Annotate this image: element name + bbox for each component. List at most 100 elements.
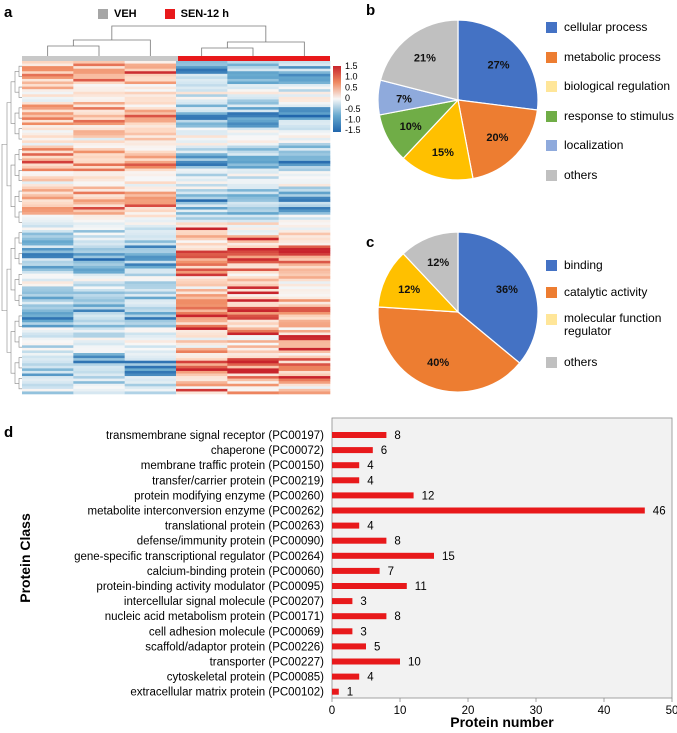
heatmap-cell: [176, 140, 228, 144]
heatmap-cell: [124, 178, 177, 182]
heatmap-cell: [22, 319, 74, 323]
bar-category-label: protein-binding activity modulator (PC00…: [96, 581, 324, 593]
heatmap-cell: [227, 376, 279, 379]
bar: [332, 537, 387, 544]
heatmap-cell: [22, 73, 74, 77]
bar-value-label: 10: [408, 657, 421, 669]
heatmap-cell: [227, 363, 279, 367]
heatmap-cell: [278, 84, 331, 87]
heatmap-cell: [73, 314, 125, 318]
heatmap-cell: [22, 186, 74, 190]
heatmap-cell: [176, 219, 228, 223]
heatmap-cell: [124, 283, 177, 287]
heatmap-cell: [73, 135, 125, 139]
heatmap-cell: [124, 186, 177, 190]
heatmap-cell: [22, 353, 74, 356]
heatmap-cell: [124, 245, 177, 249]
heatmap-cell: [278, 168, 331, 172]
heatmap-cell: [73, 153, 125, 157]
heatmap-cell: [227, 61, 279, 64]
pie-value-label: 36%: [496, 284, 518, 296]
heatmap-cell: [176, 207, 228, 210]
heatmap-figure: 1.51.00.50-0.5-1.0-1.5: [1, 25, 361, 395]
heatmap-cell: [73, 317, 125, 321]
heatmap-cell: [73, 347, 125, 351]
heatmap-cell: [73, 319, 125, 323]
heatmap-cell: [227, 191, 279, 195]
heatmap-cell: [176, 71, 228, 75]
bar-category-label: transporter (PC00227): [210, 657, 325, 669]
heatmap-cell: [73, 158, 125, 162]
heatmap-cell: [22, 260, 74, 264]
heatmap-cell: [22, 104, 74, 108]
pie-slice-metabolic-process: [457, 99, 539, 180]
heatmap-cell: [278, 140, 331, 144]
heatmap-cell: [278, 358, 331, 361]
heatmap-cell: [227, 312, 279, 315]
heatmap-cell: [73, 181, 125, 185]
dendrogram-branch: [18, 86, 22, 98]
heatmap-cell: [278, 258, 331, 262]
heatmap-cell: [124, 376, 177, 379]
heatmap-cell: [278, 227, 331, 231]
heatmap-cell: [22, 391, 74, 395]
bar-value-label: 3: [360, 626, 366, 638]
pie-legend-swatch: [546, 140, 557, 151]
heatmap-cell: [22, 242, 74, 246]
heatmap-cell: [278, 219, 331, 223]
heatmap-cell: [278, 153, 331, 157]
heatmap-cell: [176, 232, 228, 236]
heatmap-cell: [278, 212, 331, 215]
heatmap-cell: [176, 222, 228, 226]
heatmap-cell: [176, 114, 228, 118]
heatmap-cell: [73, 109, 125, 113]
heatmap-cell: [278, 76, 331, 80]
heatmap-cell: [124, 288, 177, 292]
heatmap-cell: [176, 186, 228, 190]
heatmap-cell: [227, 347, 279, 351]
heatmap-cell: [22, 112, 74, 116]
heatmap-cell: [124, 214, 177, 218]
heatmap-cell: [278, 61, 331, 64]
heatmap-cell: [73, 255, 125, 259]
dendrogram-branch: [18, 169, 22, 181]
heatmap-cell: [278, 309, 331, 313]
heatmap-cell: [124, 263, 177, 267]
heatmap-cell: [227, 314, 279, 318]
heatmap-cell: [176, 109, 228, 113]
heatmap-cell: [278, 324, 331, 328]
heatmap-cell: [124, 255, 177, 259]
heatmap-cell: [227, 353, 279, 356]
heatmap-cell: [176, 340, 228, 344]
heatmap-cell: [227, 101, 279, 105]
heatmap-cell: [22, 376, 74, 379]
heatmap-cell: [176, 373, 228, 377]
heatmap-cell: [73, 78, 125, 82]
heatmap-cell: [227, 273, 279, 277]
pie-legend-b: cellular process metabolic process biologi…: [546, 20, 676, 190]
heatmap-cell: [227, 309, 279, 313]
heatmap-cell: [227, 91, 279, 95]
heatmap-cell: [22, 168, 74, 172]
heatmap-cell: [176, 78, 228, 82]
heatmap-cell: [176, 99, 228, 103]
pie-legend-swatch: [546, 357, 557, 368]
heatmap-cell: [176, 332, 228, 336]
heatmap-cell: [176, 278, 228, 282]
heatmap-cell: [227, 222, 279, 226]
heatmap-cell: [73, 114, 125, 118]
legend-label-sen: SEN-12 h: [180, 8, 229, 20]
heatmap-cell: [227, 317, 279, 321]
dendrogram-branch: [14, 154, 19, 176]
heatmap-cell: [124, 353, 177, 356]
heatmap-cell: [278, 207, 331, 210]
pie-legend-item: others: [546, 355, 597, 369]
heatmap-cell: [124, 324, 177, 328]
heatmap-cell: [278, 247, 331, 251]
heatmap-cell: [22, 166, 74, 169]
heatmap-cell: [73, 373, 125, 377]
heatmap-cell: [278, 370, 331, 374]
heatmap-cell: [22, 322, 74, 326]
heatmap-cell: [278, 286, 331, 290]
heatmap-cell: [227, 104, 279, 108]
